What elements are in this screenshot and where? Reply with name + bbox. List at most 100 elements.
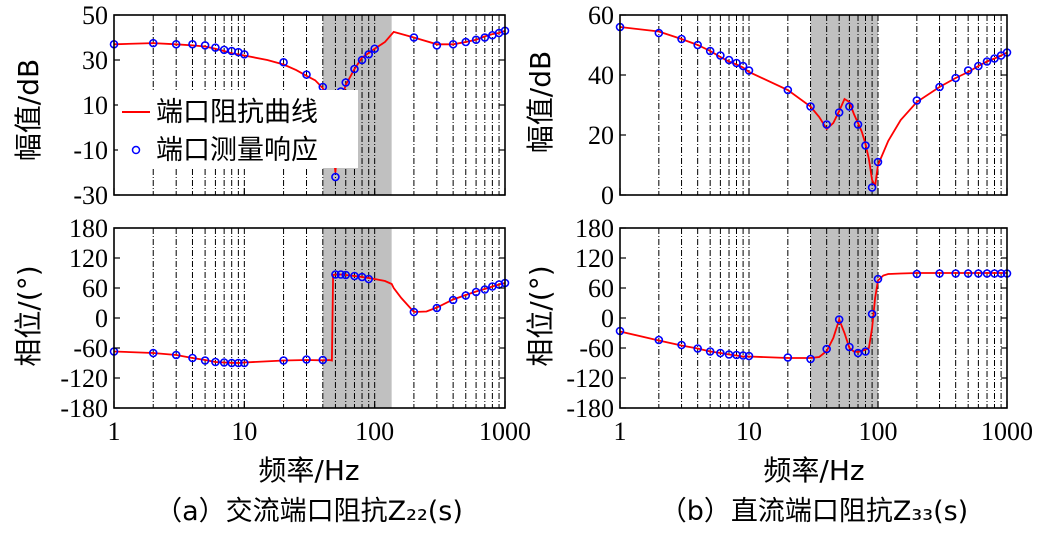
data-point (318, 355, 328, 365)
x-tick-label: 1000 (981, 417, 1033, 446)
y-tick-label: 120 (575, 244, 614, 273)
data-point (974, 269, 983, 278)
data-point (693, 344, 702, 353)
x-axis-label-b: 频率/Hz (763, 454, 864, 487)
data-point (432, 41, 442, 50)
data-point (990, 54, 999, 63)
data-point (861, 141, 870, 150)
series-line (619, 272, 1007, 359)
data-point (873, 274, 883, 284)
x-tick-label: 100 (859, 417, 898, 446)
data-point (357, 55, 367, 65)
data-point (845, 102, 854, 111)
data-point (806, 102, 815, 111)
data-point (912, 269, 922, 279)
y-tick-label: 0 (95, 304, 108, 333)
data-point (331, 172, 340, 182)
panel-b-magnitude: 60 40 20 0 (588, 1, 1012, 210)
data-point (341, 78, 351, 87)
data-point (738, 61, 748, 71)
y-tick-label: 60 (588, 1, 614, 30)
data-point (409, 33, 419, 42)
data-point (211, 357, 220, 367)
data-point (654, 28, 664, 38)
data-point (331, 270, 340, 279)
data-point (974, 61, 983, 71)
data-point (677, 340, 686, 350)
data-point (867, 309, 877, 319)
y-tick-label: 20 (588, 121, 614, 150)
series-line (113, 273, 506, 364)
y-tick-label: 30 (82, 46, 108, 75)
data-point (744, 66, 754, 75)
data-point (873, 157, 883, 167)
x-axis-label-a: 频率/Hz (258, 454, 359, 487)
y-tick-label: 10 (82, 91, 108, 120)
y-tick-label: -120 (60, 364, 108, 393)
plot-frame (619, 14, 1008, 196)
y-tick-label: 180 (575, 214, 614, 243)
data-point (364, 50, 374, 59)
legend-marker-swatch (131, 145, 141, 155)
data-point (982, 57, 992, 66)
data-point (783, 353, 793, 362)
y-tick-label: -120 (566, 364, 614, 393)
data-point (935, 82, 944, 92)
y-tick-label: 120 (69, 244, 108, 273)
data-point (279, 356, 288, 365)
data-point (724, 55, 734, 65)
data-point (716, 51, 725, 60)
data-point (963, 269, 973, 278)
data-point (705, 46, 715, 56)
data-point (171, 39, 181, 49)
y-tick-label: -60 (73, 334, 108, 363)
legend-label-curve: 端口阻抗曲线 (156, 97, 318, 128)
data-point (448, 295, 458, 305)
data-point (705, 347, 715, 356)
shaded-band (810, 15, 878, 195)
x-tick-label: 1000 (479, 417, 531, 446)
data-point (188, 39, 197, 49)
data-point (471, 287, 481, 297)
data-point (302, 70, 311, 79)
legend-label-measured: 端口测量响应 (156, 135, 318, 166)
data-point (200, 41, 210, 50)
plot-frame (113, 227, 506, 409)
x-tick-label: 10 (736, 417, 762, 446)
data-point (861, 347, 870, 356)
caption-a: （a）交流端口阻抗Z₂₂(s) (155, 496, 463, 527)
y-axis-label-a-phase: 相位/(°) (12, 265, 45, 366)
data-point (171, 350, 181, 360)
data-point (806, 354, 815, 364)
data-point (480, 285, 490, 294)
data-point (693, 40, 702, 50)
y-tick-label: 0 (601, 181, 614, 210)
y-tick-label: 60 (588, 274, 614, 303)
data-point (738, 351, 748, 360)
y-tick-label: 180 (69, 214, 108, 243)
legend-box (118, 90, 358, 168)
data-point (867, 183, 877, 192)
panel-a-magnitude: 50 30 10 -10 -30 (73, 1, 510, 210)
data-point (951, 269, 960, 278)
y-tick-label: -180 (566, 394, 614, 423)
data-point (654, 335, 664, 345)
y-tick-label: 40 (588, 61, 614, 90)
shaded-band (810, 228, 878, 408)
data-point (336, 270, 346, 279)
data-point (951, 73, 960, 83)
data-point (853, 120, 863, 129)
data-point (935, 269, 944, 278)
y-axis-label-a-magnitude: 幅值/dB (12, 59, 45, 161)
y-axis-label-b-phase: 相位/(°) (524, 265, 557, 366)
data-point (822, 344, 831, 354)
data-point (341, 270, 351, 280)
data-point (996, 269, 1006, 278)
legend: 端口阻抗曲线 端口测量响应 (118, 90, 358, 168)
data-point (279, 57, 288, 67)
data-point (240, 50, 249, 59)
data-point (234, 358, 243, 368)
